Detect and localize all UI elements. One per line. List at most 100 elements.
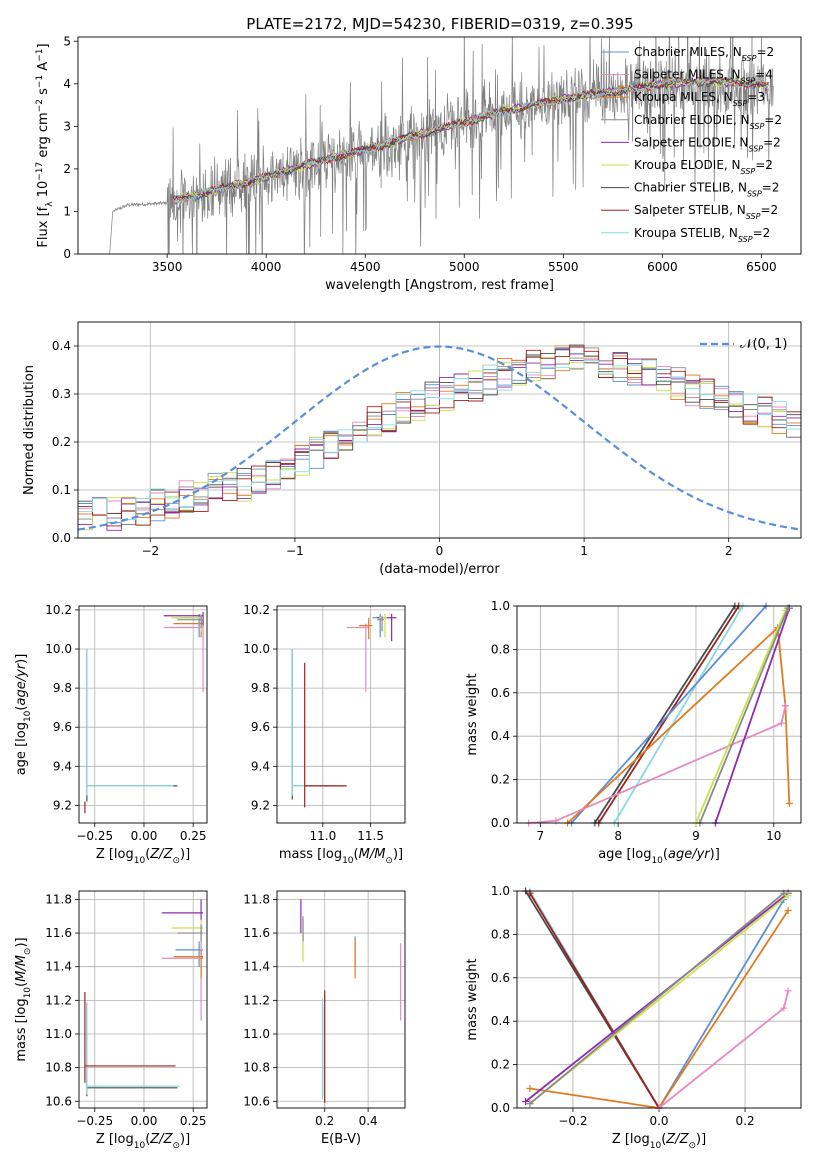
legend-entry: Salpeter MILES, NSSP=4 [634,68,773,86]
y-axis-label: mass weight [465,673,480,755]
cumulative-line [529,892,785,1105]
x-tick-label: −0.25 [76,1114,113,1128]
y-tick-label: 9.4 [251,759,270,773]
legend-entry: Kroupa MILES, NSSP=3 [634,90,765,108]
x-axis-label: Z [log10(Z/Z⊙)] [96,1132,190,1151]
cumulative-line [658,899,785,1108]
histogram-step-line [78,345,801,531]
x-tick-label: −1 [286,544,304,558]
y-tick-label: 11.2 [243,993,270,1007]
y-tick-label: 0.0 [491,1101,510,1115]
x-tick-label: −0.25 [76,829,113,843]
axes-spectrum: 3500 4000 4500 5000 5500 6000 6500 0 1 2 3 4 5 wavele… [35,34,802,293]
y-tick-label: 4 [63,77,71,91]
y-tick-label: 9.2 [53,798,72,812]
cumulative-line [529,892,660,1108]
y-tick-label: 3 [63,119,71,133]
y-tick-label: 10.0 [243,642,270,656]
y-tick-label: 9.6 [53,720,72,734]
histogram-step-line [78,344,801,515]
y-tick-label: 11.0 [45,1027,72,1041]
x-axis-label: age [log10(age/yr)] [598,847,720,866]
cumulative-line [695,609,787,823]
x-tick-label: 0.4 [359,1114,378,1128]
legend-entry: Chabrier MILES, NSSP=2 [634,45,774,63]
x-axis-label: (data-model)/error [379,562,500,577]
y-tick-label: 9.4 [53,759,72,773]
x-axis-label: E(B-V) [321,1132,361,1147]
x-tick-label: 11.5 [357,829,384,843]
x-tick-label: 0.0 [649,1114,668,1128]
cumulative-marker [780,1004,788,1012]
histogram-step-line [78,345,801,516]
histogram-step-line [78,355,801,519]
cumulative-marker [784,907,792,915]
y-tick-label: 0.3 [52,387,71,401]
cumulative-line [714,607,791,823]
x-tick-label: 0.2 [315,1114,334,1128]
legend-entry: 𝒩(0, 1) [740,337,787,352]
cumulative-line [594,606,736,823]
y-tick-label: 0.4 [491,729,510,743]
spectrum-data-line [109,37,774,254]
y-tick-label: 10.6 [243,1094,270,1108]
y-tick-label: 0.0 [491,816,510,830]
y-tick-label: 0 [63,247,71,261]
y-axis-label: mass [log10(M/M⊙)] [14,937,33,1061]
y-tick-label: 11.2 [45,993,72,1007]
y-axis-label: age [log10(age/yr)] [14,654,33,776]
y-tick-label: 10.8 [45,1061,72,1075]
axes-frame [77,36,802,255]
cumulative-line [570,606,767,823]
y-tick-label: 0.2 [491,1058,510,1072]
y-tick-label: 0.1 [52,483,71,497]
cumulative-line [566,625,791,823]
y-tick-label: 5 [63,34,71,48]
y-tick-label: 0.6 [491,971,510,985]
x-tick-label: 0 [436,544,444,558]
cumulative-marker [526,1084,534,1092]
x-tick-label: 11.0 [309,829,336,843]
y-tick-label: 11.8 [243,892,270,906]
axes-cum-mass-vs-age: 7 8 9 10 0.0 0.2 0.4 0.6 0.8 1.0 age [log10(age/yr… [465,599,802,866]
cumulative-line [613,606,744,823]
x-tick-label: 5500 [548,260,579,274]
x-tick-label: 6000 [647,260,678,274]
axes-frame [276,605,406,824]
y-tick-label: 10.0 [45,642,72,656]
axes-frame [78,890,208,1109]
cumulative-marker [526,1100,534,1108]
x-tick-label: 6500 [746,260,777,274]
y-tick-label: 0.8 [491,927,510,941]
x-tick-label: 7 [537,829,545,843]
residual-legend: 𝒩(0, 1) [700,337,787,352]
cumulative-marker [785,799,793,807]
axes-frame [516,605,802,824]
legend-entry: Kroupa STELIB, NSSP=2 [634,226,770,244]
normal-distribution-curve [78,345,801,531]
spectrum-model-line [172,77,769,200]
histogram-step-line [78,346,801,527]
x-axis-label: Z [log10(Z/Z⊙)] [612,1132,706,1151]
y-tick-label: 10.6 [45,1094,72,1108]
spectrum-legend: Chabrier MILES, NSSP=2 Salpeter MILES, NS… [601,45,782,243]
x-axis-label: mass [log10(M/M⊙)] [279,847,403,866]
y-tick-label: 0.0 [52,531,71,545]
y-tick-label: 0.2 [491,773,510,787]
axes-frame [78,605,208,824]
figure-title: PLATE=2172, MJD=54230, FIBERID=0319, z=0… [246,15,633,33]
histogram-step-line [78,347,801,525]
y-tick-label: 9.8 [53,681,72,695]
y-tick-label: 0.4 [52,339,71,353]
plots-layer: 3500 4000 4500 5000 5500 6000 6500 0 1 2 3 4 5 wavele… [14,34,802,1151]
x-tick-label: 5000 [449,260,480,274]
x-tick-label: 1 [580,544,588,558]
y-tick-label: 11.0 [243,1027,270,1041]
axes-frame [77,321,802,539]
x-tick-label: 3500 [152,260,183,274]
spectrum-model-line [172,76,769,205]
x-tick-label: 4000 [251,260,282,274]
y-tick-label: 1 [63,204,71,218]
x-tick-label: 0.00 [131,1114,158,1128]
